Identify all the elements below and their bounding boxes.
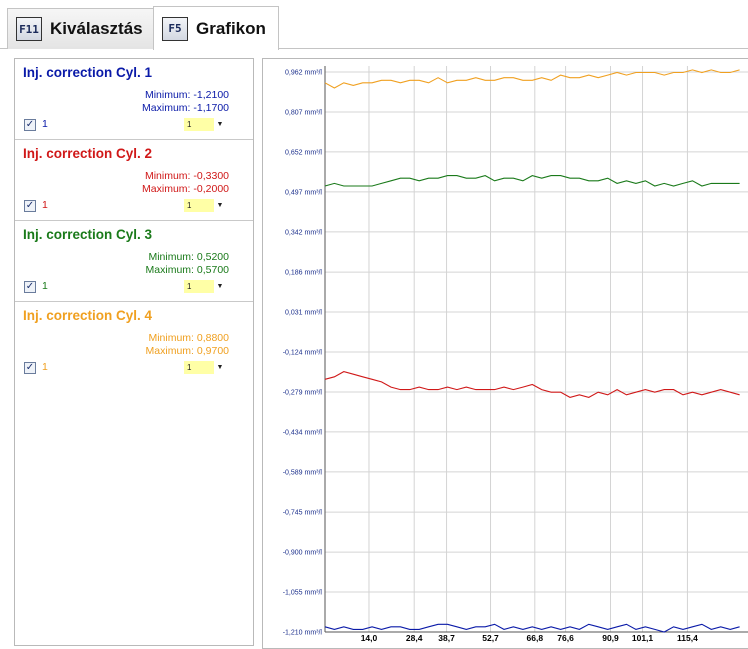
- series-visibility-checkbox[interactable]: ✓: [24, 362, 36, 374]
- series-title: Inj. correction Cyl. 1: [23, 65, 153, 80]
- series-line-cyl2: [324, 371, 740, 398]
- series-minimum: Minimum: -1,2100: [144, 89, 229, 101]
- series-title: Inj. correction Cyl. 4: [23, 308, 153, 323]
- series-maximum: Maximum: 0,9700: [145, 345, 229, 357]
- series-axis-select[interactable]: 1 ▼: [184, 118, 226, 131]
- series-number: 1: [42, 199, 48, 211]
- series-maximum: Maximum: -0,2000: [142, 183, 229, 195]
- series-item-cyl1: Inj. correction Cyl. 1 Minimum: -1,2100 …: [15, 59, 253, 140]
- series-item-cyl4: Inj. correction Cyl. 4 Minimum: 0,8800 M…: [15, 302, 253, 383]
- series-panel: Inj. correction Cyl. 1 Minimum: -1,2100 …: [14, 58, 254, 646]
- tab-strip: F11 Kiválasztás F5 Grafikon: [0, 0, 748, 50]
- y-tick-label: 0,497 mm³/l: [285, 189, 322, 196]
- y-tick-label: -0,279 mm³/l: [283, 389, 323, 396]
- y-tick-label: -1,210 mm³/l: [283, 630, 323, 637]
- series-axis-select[interactable]: 1 ▼: [184, 361, 226, 374]
- series-visibility-checkbox[interactable]: ✓: [24, 119, 36, 131]
- series-line-cyl4: [324, 69, 740, 89]
- y-tick-label: 0,186 mm³/l: [285, 270, 322, 277]
- chevron-down-icon[interactable]: ▼: [214, 361, 226, 374]
- tab-grafikon[interactable]: F5 Grafikon: [153, 6, 279, 50]
- x-tick-label: 101,1: [632, 633, 654, 643]
- series-visibility-checkbox[interactable]: ✓: [24, 200, 36, 212]
- tab-kivalasztas[interactable]: F11 Kiválasztás: [7, 8, 154, 49]
- series-axis-select-value: 1: [184, 280, 214, 293]
- series-minimum: Minimum: -0,3300: [144, 170, 229, 182]
- series-number: 1: [42, 118, 48, 130]
- series-line-cyl3: [324, 175, 740, 187]
- chevron-down-icon[interactable]: ▼: [214, 199, 226, 212]
- y-tick-label: -0,900 mm³/l: [283, 550, 323, 557]
- y-tick-label: -0,745 mm³/l: [283, 510, 323, 517]
- line-chart: 0,962 mm³/l 0,807 mm³/l 0,652 mm³/l 0,497 m…: [283, 66, 748, 643]
- y-tick-label: 0,342 mm³/l: [285, 229, 322, 236]
- chevron-down-icon[interactable]: ▼: [214, 118, 226, 131]
- series-line-cyl1: [324, 623, 740, 633]
- f11-key-icon: F11: [16, 17, 42, 41]
- series-number: 1: [42, 361, 48, 373]
- f5-key-icon: F5: [162, 16, 188, 41]
- series-maximum: Maximum: 0,5700: [145, 264, 229, 276]
- x-tick-label: 115,4: [677, 633, 698, 643]
- y-tick-label: -1,055 mm³/l: [283, 590, 323, 597]
- y-tick-label: -0,589 mm³/l: [283, 469, 323, 476]
- chevron-down-icon[interactable]: ▼: [214, 280, 226, 293]
- tab-label: Kiválasztás: [50, 19, 143, 38]
- x-tick-label: 28,4: [406, 633, 423, 643]
- series-visibility-checkbox[interactable]: ✓: [24, 281, 36, 293]
- y-tick-label: 0,031 mm³/l: [285, 310, 322, 317]
- series-axis-select-value: 1: [184, 199, 214, 212]
- series-axis-select-value: 1: [184, 118, 214, 131]
- y-tick-label: 0,652 mm³/l: [285, 149, 322, 156]
- x-tick-label: 52,7: [482, 633, 499, 643]
- series-item-cyl3: Inj. correction Cyl. 3 Minimum: 0,5200 M…: [15, 221, 253, 302]
- x-tick-label: 14,0: [361, 633, 378, 643]
- series-title: Inj. correction Cyl. 3: [23, 227, 153, 242]
- x-tick-label: 66,8: [527, 633, 544, 643]
- x-tick-label: 38,7: [438, 633, 455, 643]
- series-axis-select[interactable]: 1 ▼: [184, 280, 226, 293]
- series-number: 1: [42, 280, 48, 292]
- series-minimum: Minimum: 0,8800: [148, 332, 229, 344]
- series-item-cyl2: Inj. correction Cyl. 2 Minimum: -0,3300 …: [15, 140, 253, 221]
- x-tick-label: 76,6: [557, 633, 574, 643]
- series-maximum: Maximum: -1,1700: [142, 102, 229, 114]
- series-axis-select-value: 1: [184, 361, 214, 374]
- y-tick-label: -0,434 mm³/l: [283, 429, 323, 436]
- series-axis-select[interactable]: 1 ▼: [184, 199, 226, 212]
- x-tick-label: 90,9: [602, 633, 619, 643]
- tab-divider: [0, 48, 748, 49]
- y-tick-label: -0,124 mm³/l: [283, 350, 323, 357]
- series-title: Inj. correction Cyl. 2: [23, 146, 153, 161]
- y-tick-label: 0,962 mm³/l: [285, 70, 322, 77]
- series-minimum: Minimum: 0,5200: [148, 251, 229, 263]
- y-tick-label: 0,807 mm³/l: [285, 109, 322, 116]
- chart-panel: 0,962 mm³/l 0,807 mm³/l 0,652 mm³/l 0,497 m…: [262, 58, 748, 649]
- tab-label: Grafikon: [196, 18, 266, 38]
